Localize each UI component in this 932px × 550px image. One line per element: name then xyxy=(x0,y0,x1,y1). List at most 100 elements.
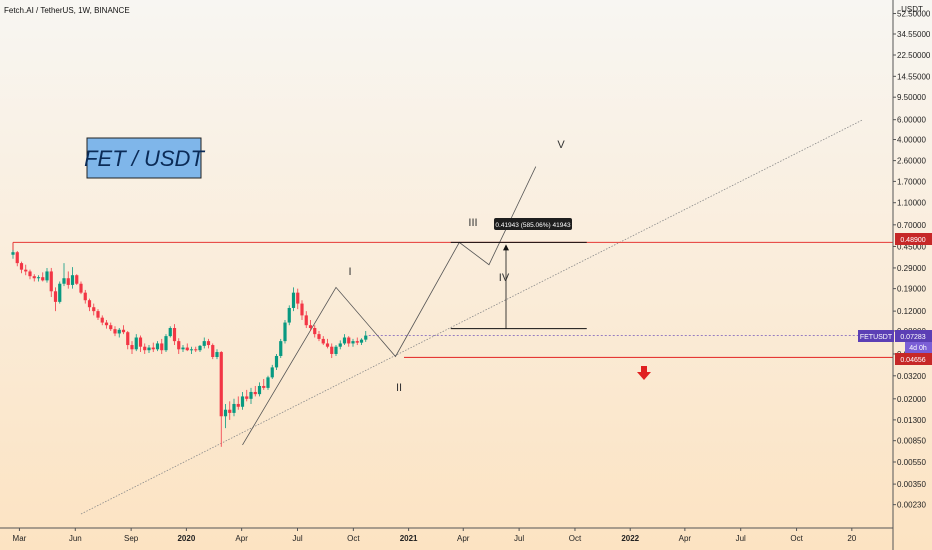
time-tick-label: Sep xyxy=(124,534,139,543)
price-tick-label: 14.55000 xyxy=(897,72,931,81)
candle xyxy=(92,303,96,316)
trendline[interactable] xyxy=(80,119,864,515)
drawing-layer[interactable] xyxy=(12,119,893,515)
measure-arrowhead xyxy=(503,244,509,251)
time-tick-label: Oct xyxy=(569,534,582,543)
time-tick-label: Apr xyxy=(679,534,692,543)
price-tick-label: 0.12000 xyxy=(897,307,926,316)
price-tick-label: 0.03200 xyxy=(897,372,926,381)
candle xyxy=(266,375,270,390)
price-tick-label: 1.70000 xyxy=(897,177,926,186)
candle xyxy=(164,334,168,353)
symbol-badge: FETUSDT xyxy=(858,330,894,342)
candle xyxy=(296,288,300,310)
svg-text:0.41943 (585.06%) 41943: 0.41943 (585.06%) 41943 xyxy=(495,222,571,229)
candle xyxy=(83,289,87,304)
svg-text:4d 0h: 4d 0h xyxy=(909,345,927,352)
time-tick-label: Oct xyxy=(347,534,360,543)
candle xyxy=(58,281,62,304)
candle xyxy=(160,338,164,354)
candle xyxy=(87,298,92,312)
time-tick-label: Mar xyxy=(13,534,27,543)
candle xyxy=(257,382,262,397)
candle xyxy=(270,364,274,379)
candle xyxy=(236,396,240,410)
candle xyxy=(206,338,211,349)
candle xyxy=(262,378,266,390)
price-tick-label: 1.10000 xyxy=(897,199,926,208)
candle xyxy=(287,305,291,326)
wave-label-i: I xyxy=(348,266,351,278)
time-axis[interactable]: Mar Jun Sep 2020 Apr Jul Oct 2021 Apr Jul Oct 2022 A… xyxy=(13,528,857,543)
candle xyxy=(300,300,304,321)
candle xyxy=(308,320,313,331)
candle xyxy=(109,322,113,331)
price-tick-label: 0.01300 xyxy=(897,416,926,425)
candle xyxy=(53,287,58,312)
candle xyxy=(49,267,53,298)
candle xyxy=(325,338,330,349)
candle xyxy=(198,345,202,353)
down-arrow-icon xyxy=(637,366,651,380)
wave-label-v: V xyxy=(557,139,565,151)
candle xyxy=(134,334,138,352)
currency-label: USDT xyxy=(901,5,923,14)
time-tick-label: 2021 xyxy=(400,534,418,543)
price-tick-label: 4.00000 xyxy=(897,136,926,145)
countdown-badge: 4d 0h xyxy=(905,342,932,353)
candle xyxy=(172,324,177,346)
current-price-label: 0.07283 xyxy=(895,330,932,342)
symbol-header: Fetch.AI / TetherUS, 1W, BINANCE xyxy=(4,6,130,15)
time-tick-label: 2022 xyxy=(621,534,639,543)
candle xyxy=(168,326,172,338)
candle xyxy=(355,337,359,346)
svg-text:0.48900: 0.48900 xyxy=(900,237,925,244)
candle xyxy=(121,325,126,335)
price-tick-label: 0.45000 xyxy=(897,242,926,251)
time-tick-label: Apr xyxy=(457,534,470,543)
candle xyxy=(70,267,75,289)
price-tick-label: 0.00350 xyxy=(897,480,926,489)
candle xyxy=(321,336,325,346)
candle xyxy=(138,335,143,353)
title-box-text: FET / USDT xyxy=(84,146,205,171)
candle xyxy=(291,287,296,312)
candle xyxy=(189,346,194,354)
price-tick-label: 22.50000 xyxy=(897,51,931,60)
candle xyxy=(147,345,151,353)
candle xyxy=(334,345,338,356)
wave-label-iii: III xyxy=(468,217,477,229)
candle xyxy=(364,330,368,342)
candle xyxy=(130,341,134,354)
candle xyxy=(342,334,347,346)
candle xyxy=(28,269,32,280)
time-tick-label: Apr xyxy=(235,534,248,543)
candle xyxy=(330,343,334,359)
candle xyxy=(211,343,215,360)
candle xyxy=(185,343,189,352)
wave-label-ii: II xyxy=(396,382,402,394)
candle xyxy=(351,338,355,347)
svg-text:0.04656: 0.04656 xyxy=(900,357,925,364)
candle xyxy=(223,403,228,429)
candle xyxy=(24,264,28,276)
candle xyxy=(313,325,317,338)
price-tick-label: 6.00000 xyxy=(897,116,926,125)
candle xyxy=(45,267,49,283)
measure-label: 0.41943 (585.06%) 41943 xyxy=(494,218,572,230)
elliott-wave-path[interactable] xyxy=(242,166,537,446)
candle xyxy=(113,326,117,337)
price-tick-label: 0.70000 xyxy=(897,221,926,230)
candle xyxy=(62,263,66,287)
candle xyxy=(219,351,223,447)
candle xyxy=(228,401,232,420)
price-tick-label: 0.00850 xyxy=(897,437,926,446)
svg-text:0.07283: 0.07283 xyxy=(900,334,925,341)
candle xyxy=(66,271,70,289)
price-tick-label: 9.50000 xyxy=(897,93,926,102)
title-box: FET / USDT xyxy=(84,137,205,179)
candle xyxy=(317,330,321,342)
candle xyxy=(240,391,245,410)
